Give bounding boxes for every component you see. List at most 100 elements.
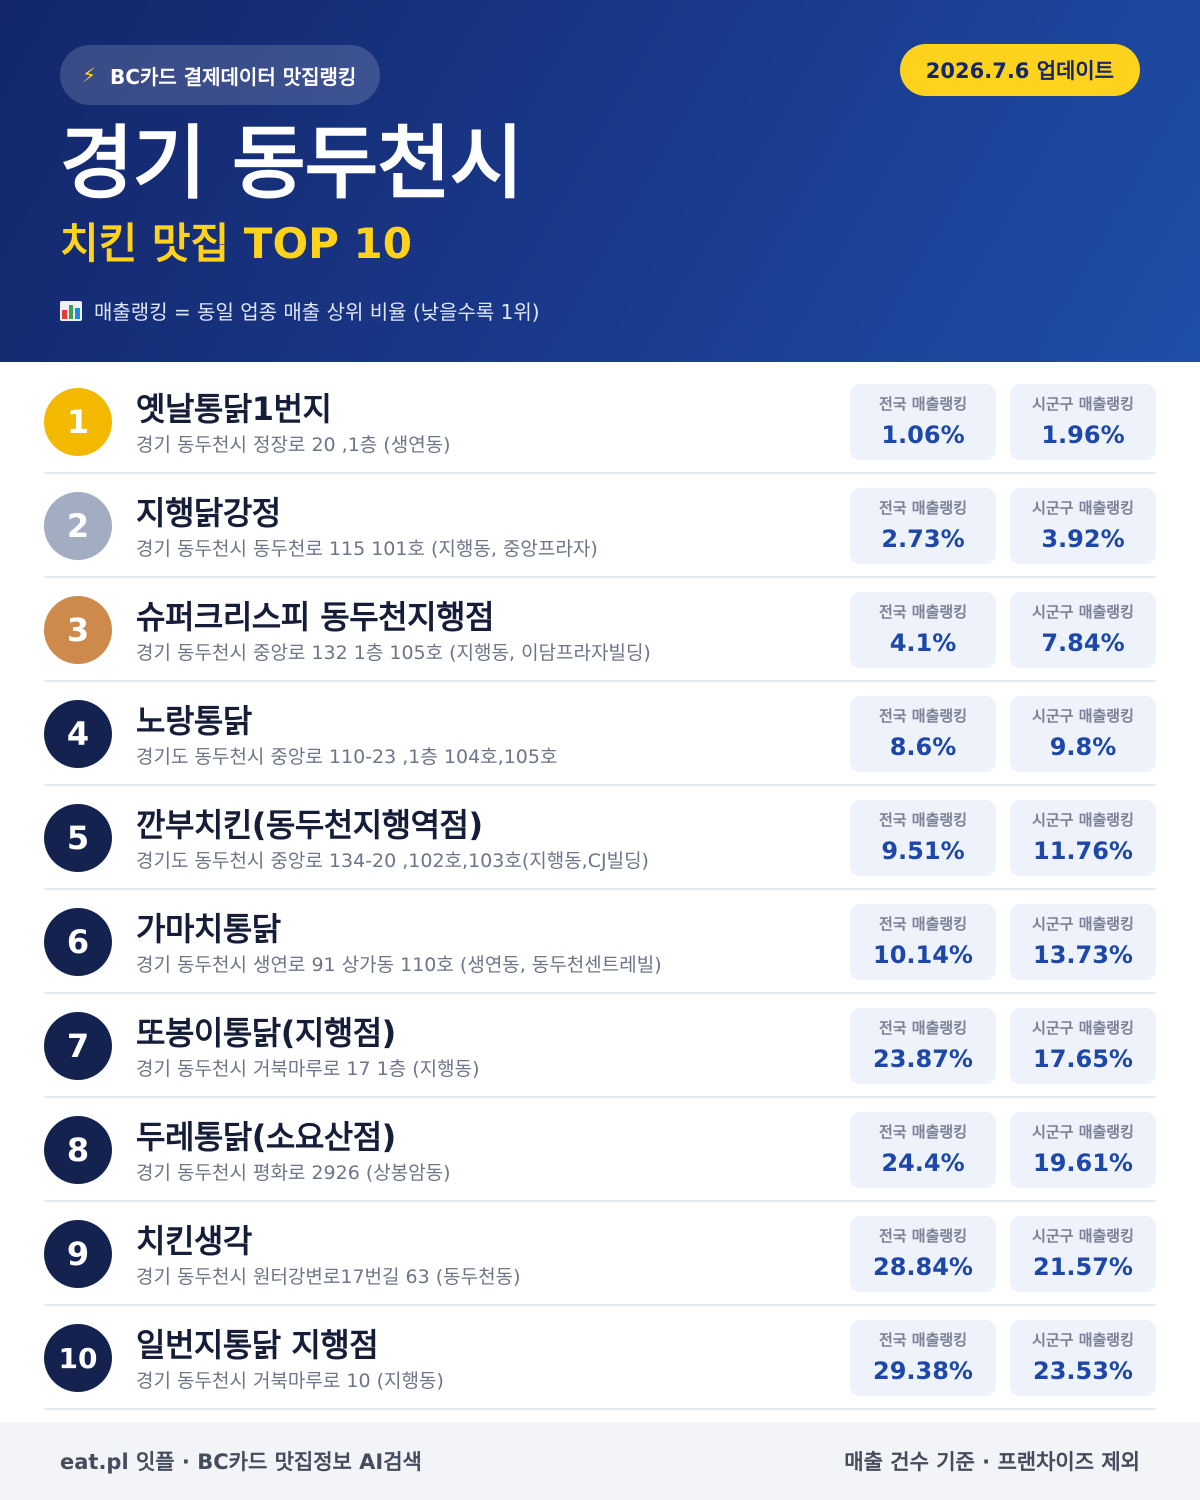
- local-ranking-label: 시군구 매출랭킹: [1032, 1123, 1134, 1141]
- national-ranking-card: 전국 매출랭킹 8.6%: [850, 696, 996, 772]
- local-ranking-value: 9.8%: [1049, 733, 1117, 761]
- local-ranking-value: 19.61%: [1033, 1149, 1133, 1177]
- local-ranking-label: 시군구 매출랭킹: [1032, 1227, 1134, 1245]
- national-ranking-value: 23.87%: [873, 1045, 973, 1073]
- store-address: 경기 동두천시 정장로 20 ,1층 (생연동): [136, 434, 451, 456]
- national-ranking-card: 전국 매출랭킹 29.38%: [850, 1320, 996, 1396]
- local-ranking-card: 시군구 매출랭킹 21.57%: [1010, 1216, 1156, 1292]
- national-ranking-value: 2.73%: [881, 525, 965, 553]
- footer-criteria: 매출 건수 기준 · 프랜차이즈 제외: [844, 1450, 1140, 1474]
- local-ranking-card: 시군구 매출랭킹 17.65%: [1010, 1008, 1156, 1084]
- local-ranking-value: 17.65%: [1033, 1045, 1133, 1073]
- local-ranking-label: 시군구 매출랭킹: [1032, 811, 1134, 829]
- ranking-note-text: 매출랭킹 = 동일 업종 매출 상위 비율 (낮을수록 1위): [94, 300, 540, 324]
- national-ranking-card: 전국 매출랭킹 1.06%: [850, 384, 996, 460]
- rank-badge: 1: [44, 388, 112, 456]
- local-ranking-value: 3.92%: [1041, 525, 1125, 553]
- national-ranking-label: 전국 매출랭킹: [878, 1227, 968, 1245]
- store-name[interactable]: 두레통닭(소요산점): [136, 1118, 396, 1156]
- rank-badge: 6: [44, 908, 112, 976]
- store-address: 경기 동두천시 원터강변로17번길 63 (동두천동): [136, 1266, 521, 1288]
- national-ranking-value: 1.06%: [881, 421, 965, 449]
- national-ranking-card: 전국 매출랭킹 9.51%: [850, 800, 996, 876]
- rank-badge: 8: [44, 1116, 112, 1184]
- local-ranking-label: 시군구 매출랭킹: [1032, 915, 1134, 933]
- store-address: 경기 동두천시 평화로 2926 (상봉암동): [136, 1162, 451, 1184]
- local-ranking-label: 시군구 매출랭킹: [1032, 707, 1134, 725]
- store-name[interactable]: 지행닭강정: [136, 494, 281, 532]
- rank-badge: 7: [44, 1012, 112, 1080]
- national-ranking-card: 전국 매출랭킹 28.84%: [850, 1216, 996, 1292]
- footer: eat.pl 잇플 · BC카드 맛집정보 AI검색 매출 건수 기준 · 프랜…: [0, 1422, 1200, 1500]
- header-banner: ⚡ BC카드 결제데이터 맛집랭킹 2026.7.6 업데이트 경기 동두천시 …: [0, 0, 1200, 362]
- rank-badge: 9: [44, 1220, 112, 1288]
- store-name[interactable]: 가마치통닭: [136, 910, 281, 948]
- rank-badge: 2: [44, 492, 112, 560]
- local-ranking-value: 13.73%: [1033, 941, 1133, 969]
- ranking-row[interactable]: 5 깐부치킨(동두천지행역점) 경기도 동두천시 중앙로 134-20 ,102호,…: [44, 786, 1156, 890]
- store-name[interactable]: 노랑통닭: [136, 702, 252, 740]
- national-ranking-card: 전국 매출랭킹 24.4%: [850, 1112, 996, 1188]
- lightning-icon: ⚡: [82, 63, 97, 87]
- national-ranking-value: 29.38%: [873, 1357, 973, 1385]
- update-date-badge: 2026.7.6 업데이트: [899, 44, 1140, 96]
- national-ranking-card: 전국 매출랭킹 23.87%: [850, 1008, 996, 1084]
- ranking-note: 매출랭킹 = 동일 업종 매출 상위 비율 (낮을수록 1위): [60, 296, 540, 325]
- national-ranking-card: 전국 매출랭킹 2.73%: [850, 488, 996, 564]
- national-ranking-value: 4.1%: [889, 629, 957, 657]
- local-ranking-value: 11.76%: [1033, 837, 1133, 865]
- rank-badge: 4: [44, 700, 112, 768]
- store-address: 경기도 동두천시 중앙로 110-23 ,1층 104호,105호: [136, 746, 558, 768]
- national-ranking-label: 전국 매출랭킹: [878, 915, 968, 933]
- source-label: BC카드 결제데이터 맛집랭킹: [110, 64, 357, 89]
- local-ranking-card: 시군구 매출랭킹 7.84%: [1010, 592, 1156, 668]
- local-ranking-card: 시군구 매출랭킹 1.96%: [1010, 384, 1156, 460]
- rank-badge: 5: [44, 804, 112, 872]
- ranking-row[interactable]: 6 가마치통닭 경기 동두천시 생연로 91 상가동 110호 (생연동, 동두천센…: [44, 890, 1156, 994]
- national-ranking-value: 28.84%: [873, 1253, 973, 1281]
- local-ranking-card: 시군구 매출랭킹 3.92%: [1010, 488, 1156, 564]
- local-ranking-label: 시군구 매출랭킹: [1032, 603, 1134, 621]
- store-name[interactable]: 치킨생각: [136, 1222, 252, 1260]
- store-name[interactable]: 또봉이통닭(지행점): [136, 1014, 396, 1052]
- store-address: 경기 동두천시 동두천로 115 101호 (지행동, 중앙프라자): [136, 538, 598, 560]
- store-name[interactable]: 깐부치킨(동두천지행역점): [136, 806, 483, 844]
- local-ranking-card: 시군구 매출랭킹 19.61%: [1010, 1112, 1156, 1188]
- store-address: 경기 동두천시 거북마루로 10 (지행동): [136, 1370, 444, 1392]
- store-address: 경기 동두천시 중앙로 132 1층 105호 (지행동, 이담프라자빌딩): [136, 642, 651, 664]
- ranking-list: 1 옛날통닭1번지 경기 동두천시 정장로 20 ,1층 (생연동) 전국 매출랭킹 1…: [44, 370, 1156, 1410]
- bar-chart-icon: [60, 300, 82, 321]
- national-ranking-label: 전국 매출랭킹: [878, 603, 968, 621]
- national-ranking-value: 10.14%: [873, 941, 973, 969]
- local-ranking-value: 23.53%: [1033, 1357, 1133, 1385]
- ranking-row[interactable]: 8 두레통닭(소요산점) 경기 동두천시 평화로 2926 (상봉암동) 전국 매출랭…: [44, 1098, 1156, 1202]
- national-ranking-label: 전국 매출랭킹: [878, 1123, 968, 1141]
- national-ranking-label: 전국 매출랭킹: [878, 811, 968, 829]
- national-ranking-label: 전국 매출랭킹: [878, 1019, 968, 1037]
- national-ranking-label: 전국 매출랭킹: [878, 707, 968, 725]
- ranking-row[interactable]: 7 또봉이통닭(지행점) 경기 동두천시 거북마루로 17 1층 (지행동) 전국 매…: [44, 994, 1156, 1098]
- rank-badge: 3: [44, 596, 112, 664]
- store-name[interactable]: 일번지통닭 지행점: [136, 1326, 379, 1364]
- source-pill: ⚡ BC카드 결제데이터 맛집랭킹: [60, 45, 381, 105]
- local-ranking-value: 7.84%: [1041, 629, 1125, 657]
- footer-source: eat.pl 잇플 · BC카드 맛집정보 AI검색: [60, 1450, 422, 1474]
- local-ranking-card: 시군구 매출랭킹 13.73%: [1010, 904, 1156, 980]
- national-ranking-label: 전국 매출랭킹: [878, 1331, 968, 1349]
- store-name[interactable]: 옛날통닭1번지: [136, 390, 332, 428]
- local-ranking-label: 시군구 매출랭킹: [1032, 1331, 1134, 1349]
- local-ranking-label: 시군구 매출랭킹: [1032, 395, 1134, 413]
- national-ranking-card: 전국 매출랭킹 4.1%: [850, 592, 996, 668]
- store-name[interactable]: 슈퍼크리스피 동두천지행점: [136, 598, 494, 636]
- rank-badge: 10: [44, 1324, 112, 1392]
- store-address: 경기 동두천시 거북마루로 17 1층 (지행동): [136, 1058, 480, 1080]
- local-ranking-label: 시군구 매출랭킹: [1032, 499, 1134, 517]
- national-ranking-label: 전국 매출랭킹: [878, 395, 968, 413]
- national-ranking-value: 24.4%: [881, 1149, 965, 1177]
